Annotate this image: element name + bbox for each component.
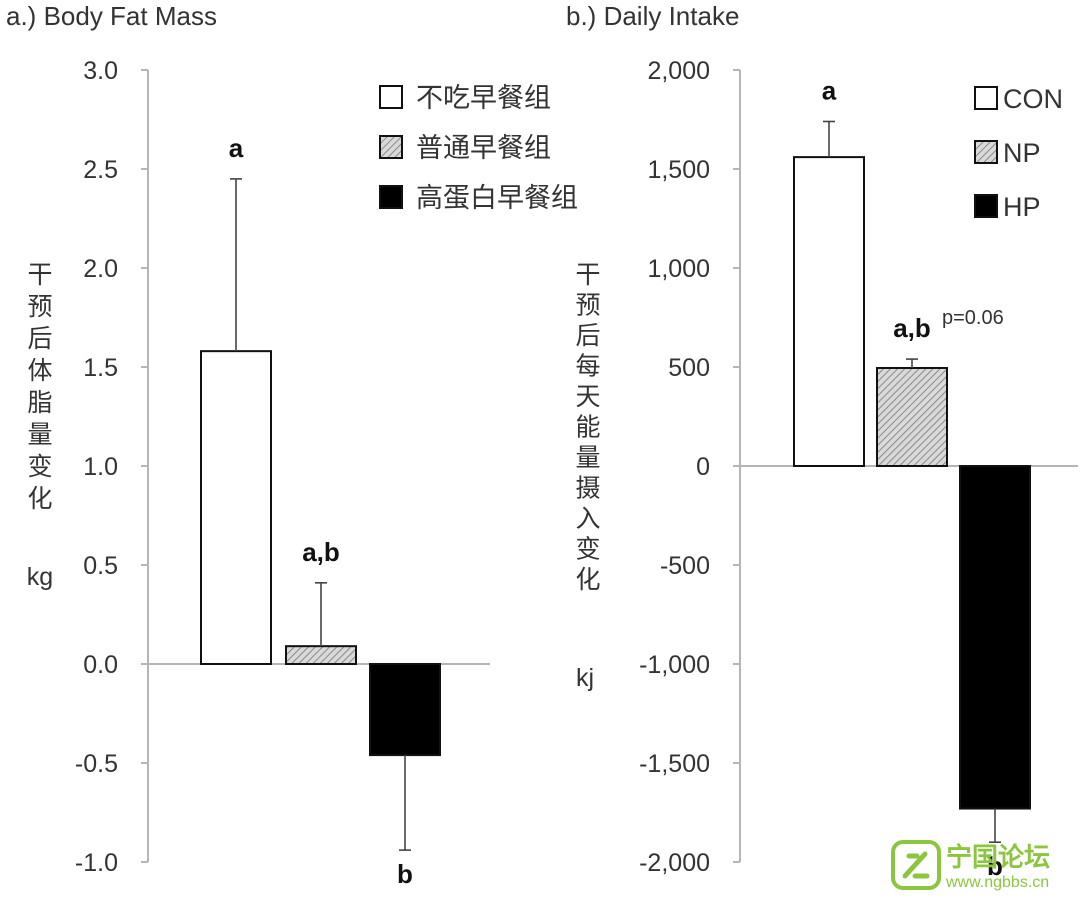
- watermark-name: 宁国论坛: [946, 842, 1050, 872]
- bar-3: [959, 465, 1031, 810]
- chart-panel-1: a.) Body Fat Mass 3.0 2.5 2.0 1.5 1.0 0.5 0.0 -0…: [6, 1, 578, 889]
- legend-item-label: 普通早餐组: [416, 133, 551, 163]
- y-tick-label: 0.0: [83, 651, 118, 679]
- y-tick-label: -500: [660, 552, 710, 580]
- logo-frame: [891, 840, 941, 890]
- y-axis-label-char: 预: [27, 293, 52, 321]
- y-tick-label: 1.0: [83, 453, 118, 481]
- y-axis-label-char: 干: [27, 261, 52, 289]
- legend-swatch: [379, 135, 403, 159]
- y-axis-label-char: 脂: [27, 389, 52, 417]
- bar-2: [876, 366, 948, 467]
- y-tick-label: 0: [696, 453, 710, 481]
- watermark-url: www.ngbbs.cn: [945, 874, 1049, 891]
- legend-swatch: [974, 194, 998, 218]
- y-axis-label-char: 每: [575, 353, 600, 381]
- y-tick-label: 0.5: [83, 552, 118, 580]
- y-tick-label: 1,000: [647, 255, 710, 283]
- y-tick-label: 1,500: [647, 156, 710, 184]
- bar-1: [793, 156, 865, 467]
- y-tick-label: -2,000: [639, 849, 710, 877]
- legend-swatch: [974, 86, 998, 110]
- watermark: 宁国论坛 www.ngbbs.cn: [891, 840, 1050, 891]
- y-axis-label-char: 化: [575, 566, 600, 594]
- y-axis-label-char: 入: [575, 505, 600, 533]
- significance-label: a,b: [302, 537, 340, 567]
- forum-logo-icon: [891, 840, 941, 890]
- legend-item-label: NP: [1003, 138, 1041, 168]
- significance-label: b: [397, 859, 413, 889]
- y-tick-label: -0.5: [75, 750, 118, 778]
- legend-swatch: [379, 185, 403, 209]
- y-axis-label-char: 干: [575, 261, 600, 289]
- legend-swatch: [974, 140, 998, 164]
- y-axis-label-char: 化: [27, 485, 52, 513]
- p-value-annotation: p=0.06: [942, 307, 1004, 329]
- y-tick-label: 2.5: [83, 156, 118, 184]
- chart-title: b.) Daily Intake: [566, 1, 739, 31]
- legend-item-label: 不吃早餐组: [416, 83, 551, 113]
- significance-label: a: [229, 133, 244, 163]
- bar-1: [200, 350, 272, 665]
- y-tick-label: 500: [668, 354, 710, 382]
- y-axis-label-char: 能: [575, 414, 600, 442]
- y-axis-label-char: 摄: [575, 475, 600, 503]
- chart-title: a.) Body Fat Mass: [6, 1, 217, 31]
- legend-item-label: CON: [1003, 84, 1063, 114]
- y-axis-label-char: 变: [575, 536, 600, 564]
- y-tick-label: -1,000: [639, 651, 710, 679]
- y-axis-unit: kg: [27, 563, 53, 591]
- y-tick-label: 3.0: [83, 57, 118, 85]
- y-tick-label: 2.0: [83, 255, 118, 283]
- y-axis-label-char: 天: [575, 383, 600, 411]
- significance-label: a,b: [893, 313, 931, 343]
- y-axis-label-char: 体: [27, 357, 52, 385]
- y-axis-label-char: 量: [575, 444, 600, 472]
- logo-mark: [902, 851, 930, 879]
- y-axis-label-char: 量: [27, 421, 52, 449]
- bar-2: [285, 645, 357, 665]
- y-tick-label: -1,500: [639, 750, 710, 778]
- legend-item-label: 高蛋白早餐组: [416, 183, 578, 213]
- y-axis-label-char: 变: [27, 453, 52, 481]
- chart-panel-2: b.) Daily Intake 2,000 1,500 1,000 500 0 -500 -…: [566, 1, 1078, 881]
- y-tick-label: -1.0: [75, 849, 118, 877]
- y-tick-label: 2,000: [647, 57, 710, 85]
- y-axis-unit: kj: [576, 664, 594, 692]
- legend-item-label: HP: [1003, 192, 1041, 222]
- bar-3: [369, 663, 441, 757]
- y-axis-label-char: 后: [575, 322, 600, 350]
- significance-label: a: [822, 75, 837, 105]
- y-axis-label-char: 预: [575, 292, 600, 320]
- y-axis-label-char: 后: [27, 325, 52, 353]
- y-tick-label: 1.5: [83, 354, 118, 382]
- legend-swatch: [379, 85, 403, 109]
- significance-label: b: [987, 851, 1003, 881]
